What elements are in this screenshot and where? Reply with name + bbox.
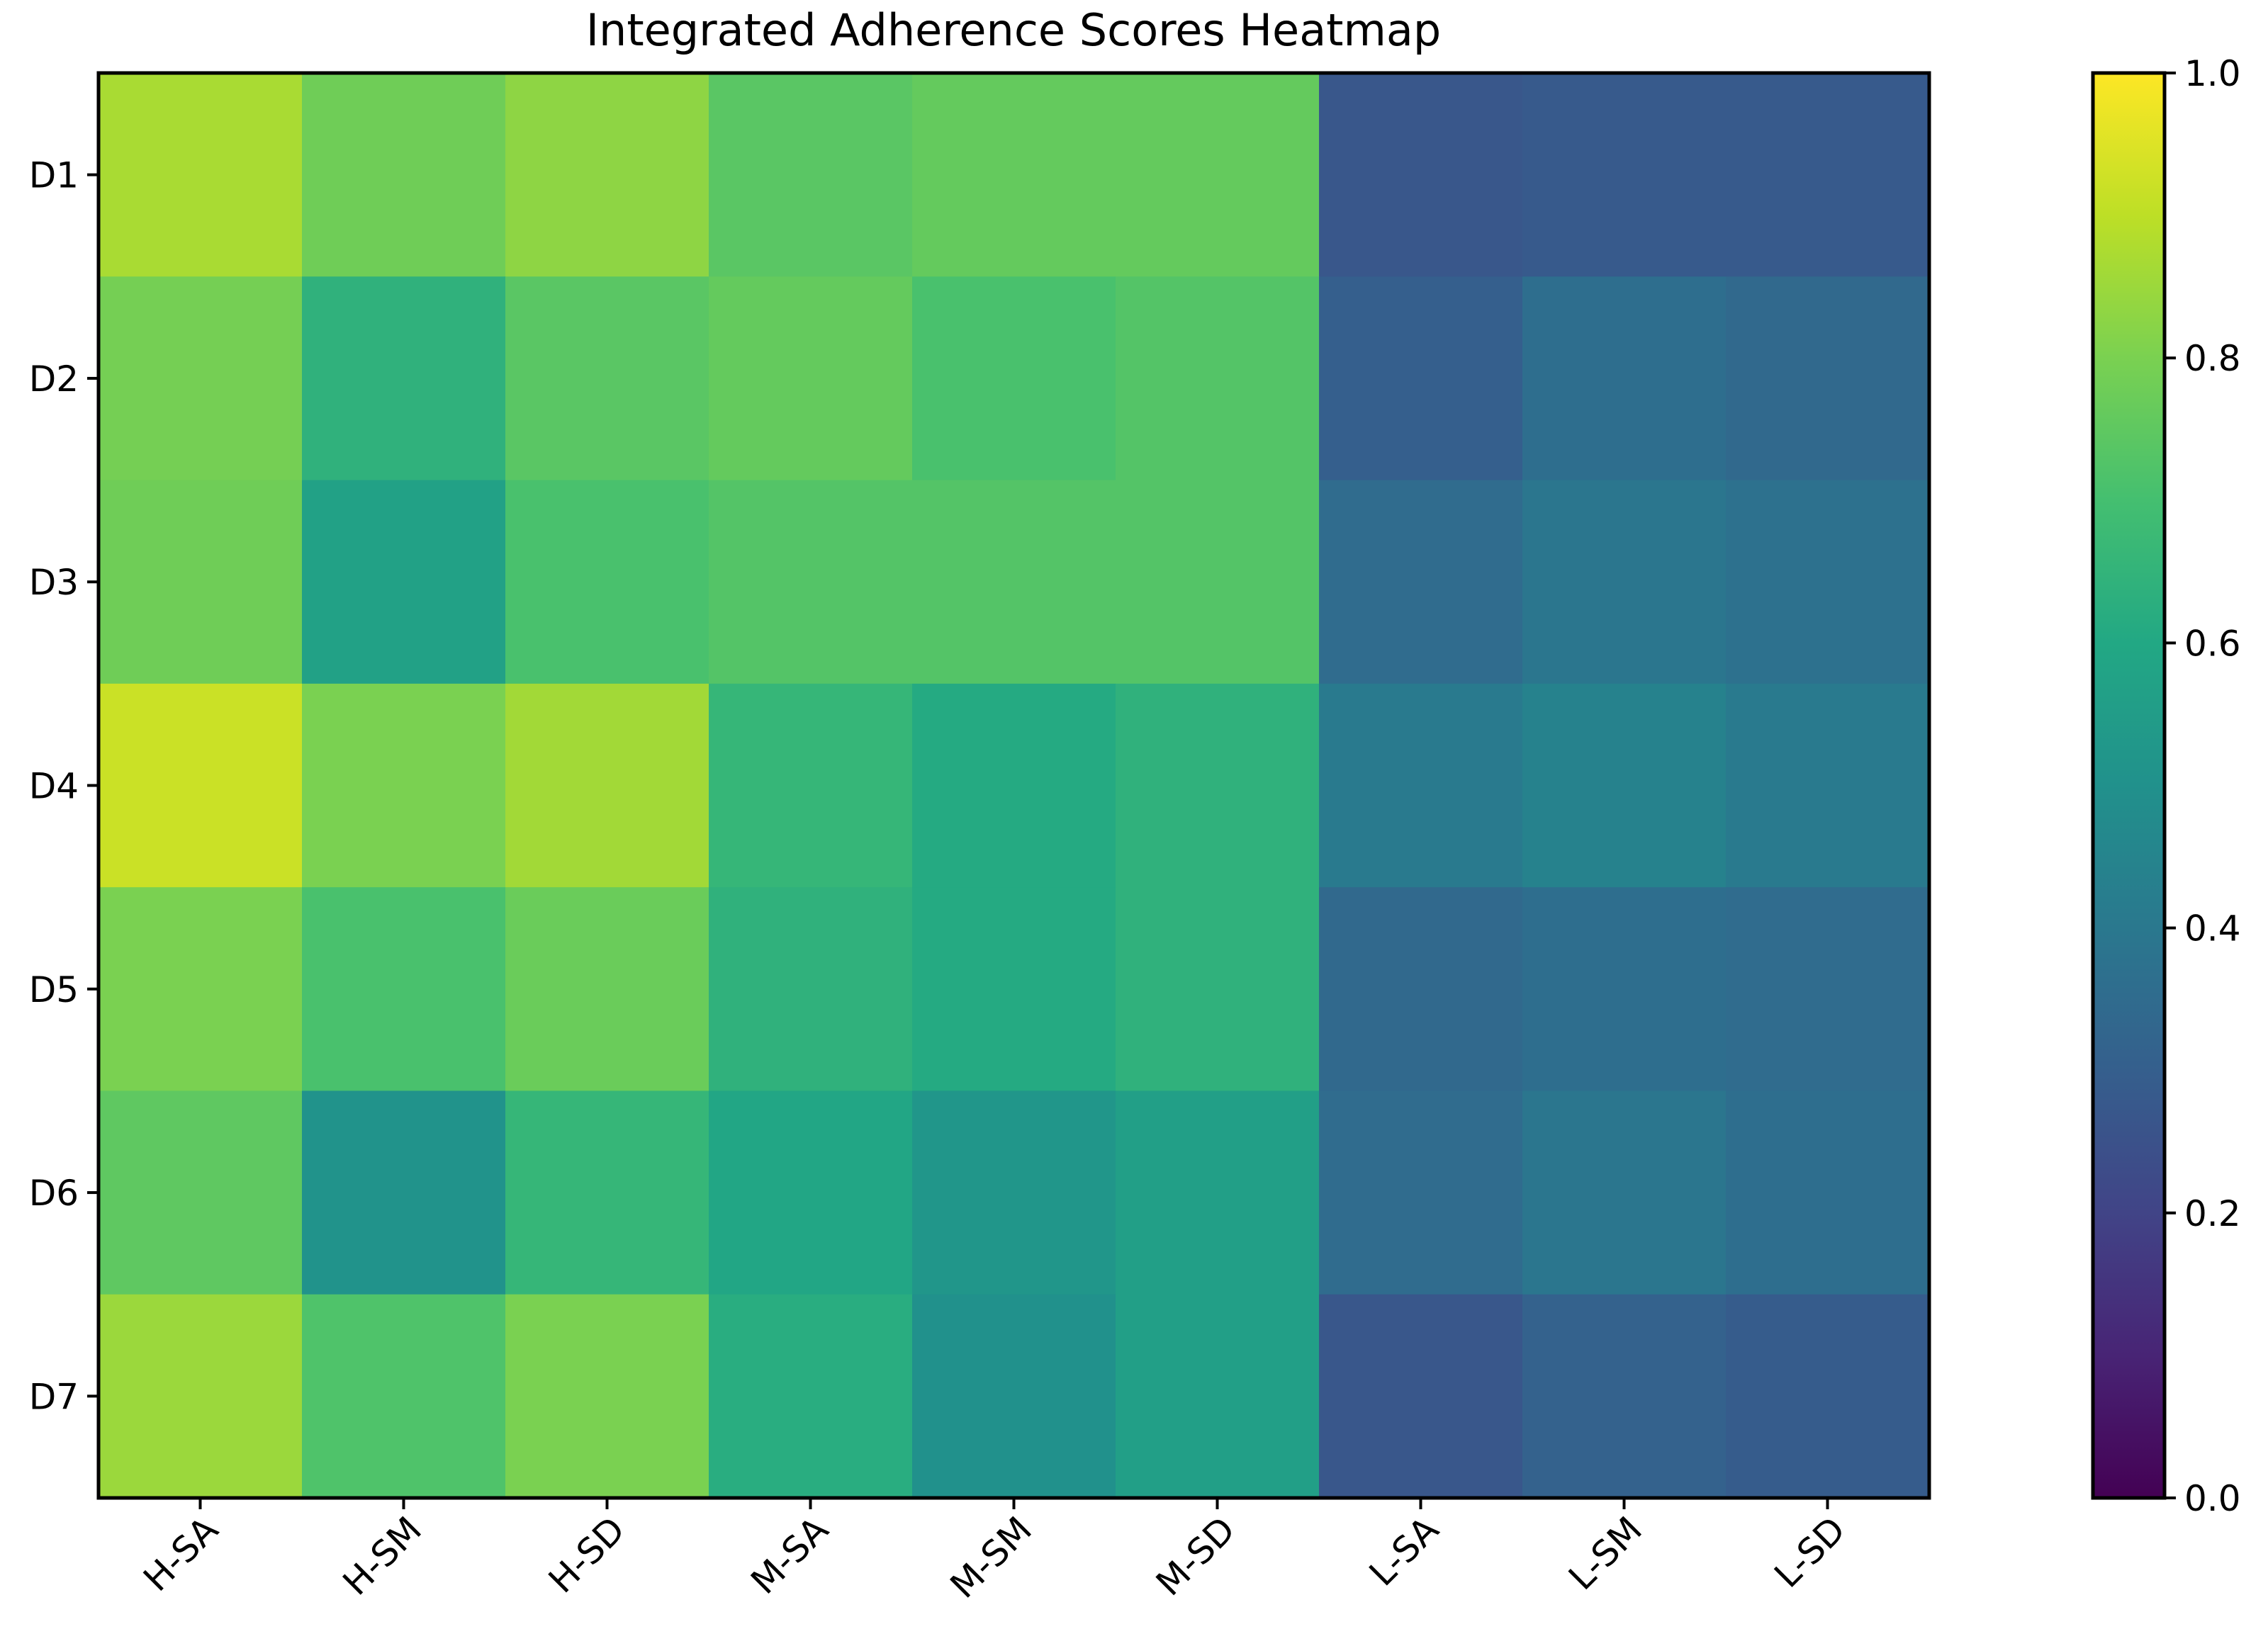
heatmap-cell <box>1726 480 1930 684</box>
heatmap-cell <box>505 887 709 1092</box>
heatmap-cell <box>99 1090 303 1295</box>
heatmap-cell <box>912 480 1116 684</box>
heatmap-cell <box>302 1294 506 1499</box>
heatmap-cell <box>1726 73 1930 277</box>
heatmap-cell <box>302 1090 506 1295</box>
colorbar-tick-labels: 0.0 0.2 0.4 0.6 0.8 1.0 <box>2165 53 2241 1519</box>
heatmap-cell <box>1116 276 1320 481</box>
x-tick-label: L-SM <box>1561 1509 1650 1598</box>
heatmap-cell <box>912 1090 1116 1295</box>
heatmap-cell <box>99 73 303 277</box>
heatmap-cell <box>912 1294 1116 1499</box>
heatmap-cell <box>1522 480 1727 684</box>
heatmap-cell <box>1116 1090 1320 1295</box>
heatmap-cell <box>1319 276 1523 481</box>
heatmap-cell <box>709 73 913 277</box>
heatmap-cell <box>709 887 913 1092</box>
heatmap-cell <box>505 1090 709 1295</box>
heatmap-cell <box>912 887 1116 1092</box>
heatmap-cell <box>1319 1090 1523 1295</box>
x-tick-label: H-SD <box>541 1509 633 1601</box>
heatmap-cell <box>1116 887 1320 1092</box>
heatmap-cell <box>99 1294 303 1499</box>
y-tick-label: D3 <box>29 562 79 603</box>
heatmap-cell <box>1116 73 1320 277</box>
heatmap-cell <box>1522 887 1727 1092</box>
x-tick-label: M-SA <box>743 1509 836 1602</box>
heatmap-cell <box>1726 1294 1930 1499</box>
heatmap-cell <box>505 1294 709 1499</box>
heatmap-cell <box>1726 276 1930 481</box>
heatmap-cell <box>1522 1090 1727 1295</box>
heatmap-cell <box>302 480 506 684</box>
heatmap-cell <box>302 683 506 888</box>
colorbar-tick-label: 0.6 <box>2184 623 2241 664</box>
x-tick-label: M-SD <box>1148 1509 1243 1603</box>
heatmap-cell <box>1116 1294 1320 1499</box>
colorbar-tick-label: 0.2 <box>2184 1193 2241 1234</box>
x-tick-label: L-SA <box>1362 1509 1447 1594</box>
heatmap-cell <box>1319 73 1523 277</box>
y-tick-label: D5 <box>29 969 79 1010</box>
heatmap-cell <box>99 683 303 888</box>
heatmap-cell <box>1319 480 1523 684</box>
heatmap-cells <box>99 73 1930 1499</box>
x-tick-label: H-SM <box>335 1509 430 1603</box>
heatmap-cell <box>1522 276 1727 481</box>
heatmap-cell <box>1116 480 1320 684</box>
y-tick-label: D6 <box>29 1173 79 1214</box>
heatmap-cell <box>1522 1294 1727 1499</box>
heatmap-cell <box>505 480 709 684</box>
heatmap-cell <box>709 1090 913 1295</box>
heatmap-cell <box>505 73 709 277</box>
heatmap-cell <box>1726 887 1930 1092</box>
heatmap-cell <box>1319 887 1523 1092</box>
heatmap-cell <box>1726 683 1930 888</box>
x-tick-label: M-SM <box>943 1509 1040 1606</box>
heatmap-cell <box>709 276 913 481</box>
y-tick-label: D2 <box>29 359 79 400</box>
colorbar <box>2091 71 2167 1500</box>
heatmap-cell <box>1522 73 1727 277</box>
x-tick-label: L-SD <box>1766 1509 1853 1596</box>
heatmap-cell <box>505 683 709 888</box>
heatmap-cell <box>99 887 303 1092</box>
heatmap-cell <box>302 887 506 1092</box>
heatmap-cell <box>709 480 913 684</box>
y-axis-tick-labels: D1 D2 D3 D4 D5 D6 D7 <box>29 155 99 1417</box>
heatmap-cell <box>99 480 303 684</box>
heatmap-cell <box>302 276 506 481</box>
chart-title: Integrated Adherence Scores Heatmap <box>586 4 1442 56</box>
heatmap-cell <box>1726 1090 1930 1295</box>
heatmap-cell <box>709 1294 913 1499</box>
y-tick-label: D4 <box>29 766 79 807</box>
heatmap-cell <box>1319 1294 1523 1499</box>
heatmap-cell <box>912 276 1116 481</box>
heatmap-cell <box>912 73 1116 277</box>
colorbar-tick-label: 1.0 <box>2184 53 2241 94</box>
heatmap-cell <box>1319 683 1523 888</box>
heatmap-cell <box>99 276 303 481</box>
y-tick-label: D1 <box>29 155 79 196</box>
y-tick-label: D7 <box>29 1376 79 1417</box>
heatmap-cell <box>302 73 506 277</box>
heatmap-cell <box>1116 683 1320 888</box>
colorbar-tick-label: 0.4 <box>2184 908 2241 949</box>
colorbar-tick-label: 0.0 <box>2184 1478 2241 1519</box>
heatmap-cell <box>709 683 913 888</box>
heatmap-cell <box>912 683 1116 888</box>
colorbar-tick-label: 0.8 <box>2184 338 2241 379</box>
x-tick-label: H-SA <box>135 1509 226 1599</box>
heatmap-cell <box>1522 683 1727 888</box>
x-axis-tick-labels: H-SA H-SM H-SD M-SA M-SM M-SD L-SA L-SM L-SD <box>135 1498 1853 1606</box>
heatmap-cell <box>505 276 709 481</box>
